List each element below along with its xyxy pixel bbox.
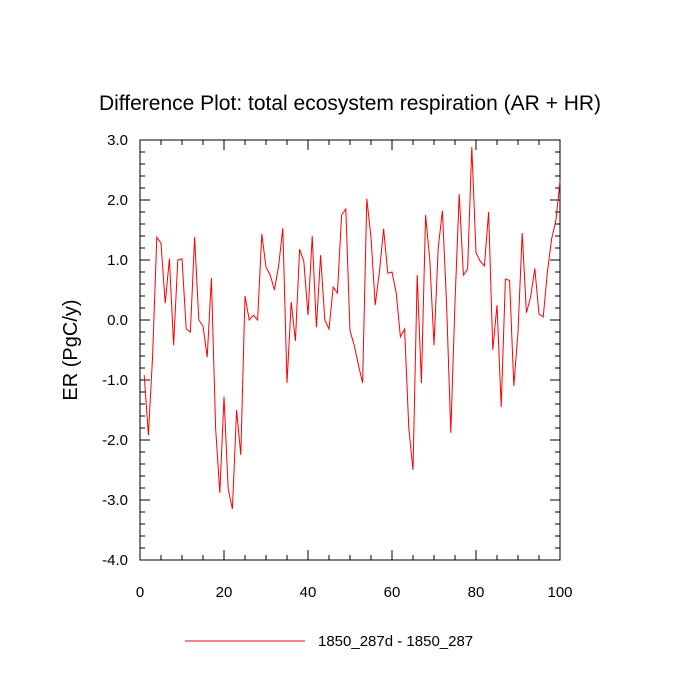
x-tick-label: 20 bbox=[216, 584, 233, 601]
y-tick-label: -1.0 bbox=[102, 372, 128, 389]
y-tick-label: 1.0 bbox=[107, 252, 128, 269]
chart-title: Difference Plot: total ecosystem respira… bbox=[99, 92, 601, 115]
x-tick-label: 40 bbox=[300, 584, 317, 601]
y-tick-label: -3.0 bbox=[102, 492, 128, 509]
y-tick-labels: -4.0 -3.0 -2.0 -1.0 0.0 1.0 2.0 3.0 bbox=[102, 132, 128, 569]
y-tick-label: 0.0 bbox=[107, 312, 128, 329]
y-axis-label: ER (PgC/y) bbox=[60, 299, 82, 400]
legend: 1850_287d - 1850_287 bbox=[185, 633, 473, 650]
x-tick-labels: 0 20 40 60 80 100 bbox=[136, 584, 573, 601]
y-tick-label: -4.0 bbox=[102, 552, 128, 569]
y-tick-label: 3.0 bbox=[107, 132, 128, 149]
legend-label: 1850_287d - 1850_287 bbox=[318, 633, 473, 650]
x-tick-label: 0 bbox=[136, 584, 144, 601]
series-line bbox=[143, 147, 561, 510]
series-layer bbox=[143, 147, 561, 510]
minor-ticks bbox=[140, 140, 560, 560]
y-tick-label: -2.0 bbox=[102, 432, 128, 449]
plot-frame bbox=[139, 139, 561, 561]
x-tick-label: 60 bbox=[384, 584, 401, 601]
major-ticks bbox=[139, 139, 561, 561]
x-tick-label: 80 bbox=[468, 584, 485, 601]
x-tick-label: 100 bbox=[547, 584, 572, 601]
y-tick-label: 2.0 bbox=[107, 192, 128, 209]
